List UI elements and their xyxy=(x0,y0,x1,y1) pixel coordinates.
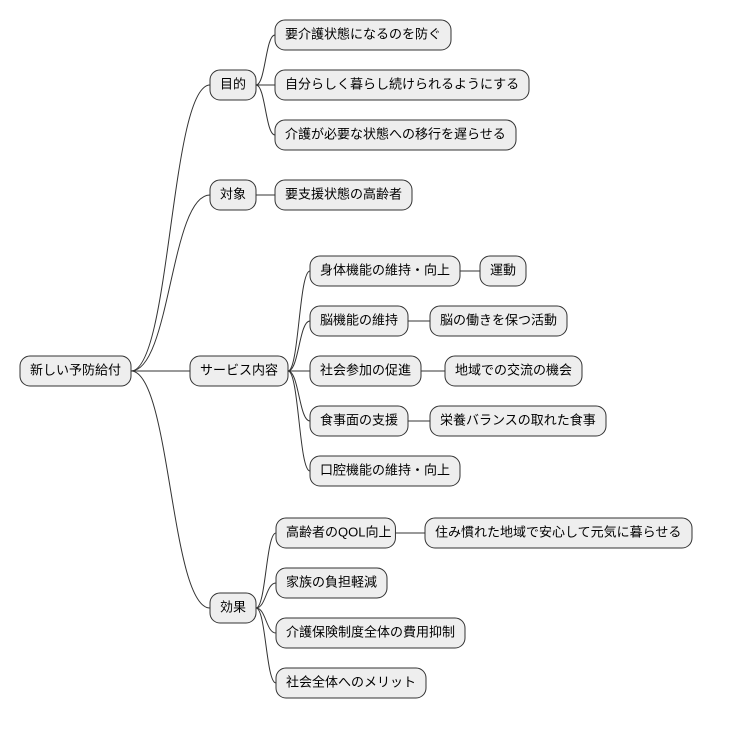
node-svc_e: 口腔機能の維持・向上 xyxy=(310,456,460,486)
node-svc_c: 社会参加の促進 xyxy=(310,356,421,386)
node-purpose_b: 自分らしく暮らし続けられるようにする xyxy=(275,70,529,100)
edge xyxy=(288,371,310,471)
node-label: 家族の負担軽減 xyxy=(286,574,377,589)
node-label: 対象 xyxy=(220,186,246,201)
node-label: 脳の働きを保つ活動 xyxy=(440,312,557,327)
node-eff_a: 高齢者のQOL向上 xyxy=(276,518,395,548)
node-label: サービス内容 xyxy=(200,362,278,377)
edge xyxy=(256,583,276,608)
node-label: 社会参加の促進 xyxy=(320,362,411,377)
edge xyxy=(131,85,210,371)
node-service: サービス内容 xyxy=(190,356,288,386)
node-svc_d1: 栄養バランスの取れた食事 xyxy=(430,406,606,436)
node-svc_b1: 脳の働きを保つ活動 xyxy=(430,306,567,336)
edge xyxy=(256,85,275,135)
mindmap-canvas: 新しい予防給付 目的 要介護状態になるのを防ぐ自分らしく暮らし続けられるようにする介… xyxy=(0,0,756,752)
node-label: 住み慣れた地域で安心して元気に暮らせる xyxy=(435,524,681,539)
node-label: 高齢者のQOL向上 xyxy=(286,524,391,539)
node-eff_b: 家族の負担軽減 xyxy=(276,568,387,598)
node-label: 栄養バランスの取れた食事 xyxy=(440,412,596,427)
node-label: 介護保険制度全体の費用抑制 xyxy=(286,624,455,639)
node-svc_a1: 運動 xyxy=(480,256,526,286)
node-label: 社会全体へのメリット xyxy=(286,674,416,689)
edge xyxy=(256,608,276,633)
edge xyxy=(256,35,275,85)
node-label: 効果 xyxy=(220,599,246,614)
node-label: 目的 xyxy=(220,76,246,91)
node-label: 口腔機能の維持・向上 xyxy=(320,462,450,477)
edge xyxy=(131,195,210,371)
node-eff_c: 介護保険制度全体の費用抑制 xyxy=(276,618,465,648)
node-svc_b: 脳機能の維持 xyxy=(310,306,408,336)
edge xyxy=(131,371,210,608)
node-svc_a: 身体機能の維持・向上 xyxy=(310,256,460,286)
edge xyxy=(288,321,310,371)
node-target_a: 要支援状態の高齢者 xyxy=(275,180,412,210)
edge xyxy=(288,371,310,421)
node-purpose: 目的 xyxy=(210,70,256,100)
node-svc_d: 食事面の支援 xyxy=(310,406,408,436)
node-label: 自分らしく暮らし続けられるようにする xyxy=(285,76,519,91)
node-label: 介護が必要な状態への移行を遅らせる xyxy=(285,126,506,141)
node-label: 新しい予防給付 xyxy=(30,362,121,377)
node-eff_d: 社会全体へのメリット xyxy=(276,668,426,698)
nodes-layer: 新しい予防給付 目的 要介護状態になるのを防ぐ自分らしく暮らし続けられるようにする介… xyxy=(20,20,692,698)
node-eff_a1: 住み慣れた地域で安心して元気に暮らせる xyxy=(425,518,692,548)
node-target: 対象 xyxy=(210,180,256,210)
node-label: 運動 xyxy=(490,262,516,277)
edge xyxy=(288,271,310,371)
node-label: 食事面の支援 xyxy=(320,412,398,427)
node-label: 要介護状態になるのを防ぐ xyxy=(285,26,441,41)
node-purpose_a: 要介護状態になるのを防ぐ xyxy=(275,20,451,50)
node-label: 地域での交流の機会 xyxy=(455,362,572,377)
node-effect: 効果 xyxy=(210,593,256,623)
node-label: 脳機能の維持 xyxy=(320,312,398,327)
node-purpose_c: 介護が必要な状態への移行を遅らせる xyxy=(275,120,516,150)
node-label: 身体機能の維持・向上 xyxy=(320,262,450,277)
node-svc_c1: 地域での交流の機会 xyxy=(445,356,582,386)
node-label: 要支援状態の高齢者 xyxy=(285,186,402,201)
node-root: 新しい予防給付 xyxy=(20,356,131,386)
